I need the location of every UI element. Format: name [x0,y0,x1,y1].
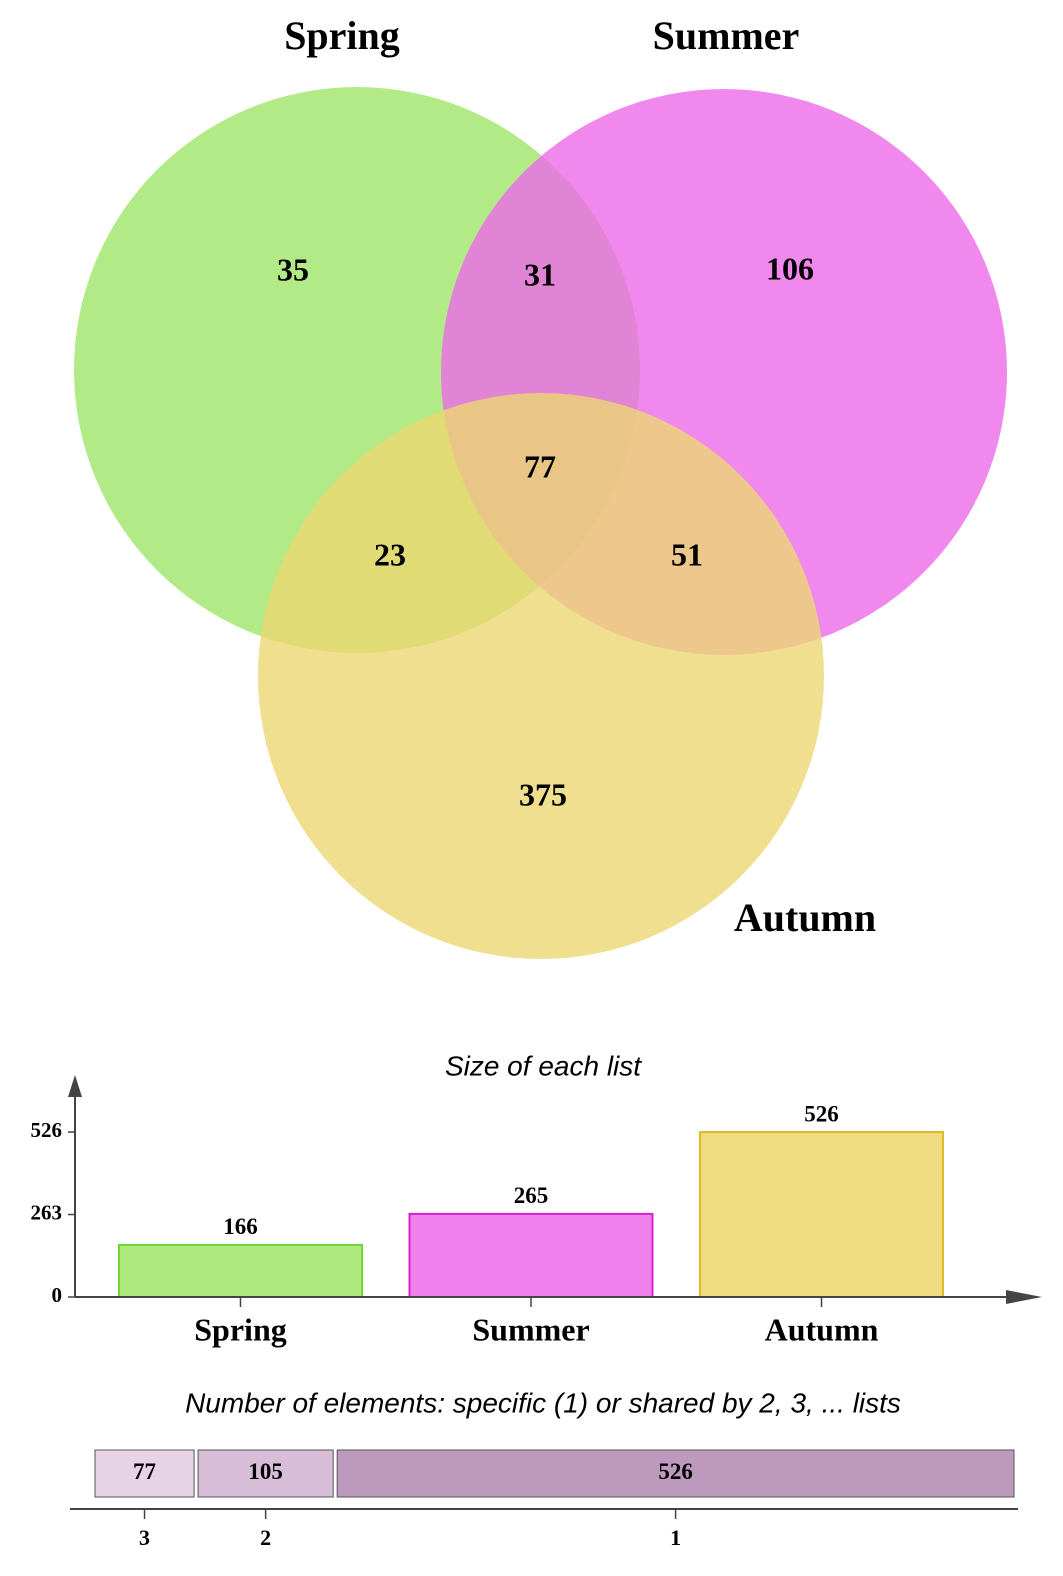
stack-segment [94,1449,195,1498]
region-value: 106 [766,250,814,286]
region-value: 77 [524,448,556,484]
region-value: 51 [671,536,703,572]
y-axis-arrow [68,1075,82,1097]
region-value: 35 [277,251,309,287]
stack-segment [336,1449,1015,1498]
region-value: 31 [524,256,556,292]
bar-value-label: 166 [223,1214,258,1239]
bar [699,1131,944,1298]
bar-value-label: 265 [514,1183,549,1208]
segment-value-label: 526 [658,1459,693,1484]
y-tick-label: 526 [31,1118,63,1142]
set-circle [258,393,824,959]
region-value: 23 [374,536,406,572]
x-axis-arrow [1006,1290,1042,1304]
bar [118,1243,363,1298]
bar-title: Size of each list [445,1050,642,1081]
y-tick-label: 263 [31,1200,63,1224]
x-tick-label: Autumn [765,1311,879,1347]
y-tick-label: 0 [52,1283,63,1307]
x-tick-label: Spring [194,1311,286,1347]
set-label: Summer [653,13,800,58]
bar [408,1212,654,1298]
bar-value-label: 526 [804,1101,839,1126]
stack-segment [197,1449,334,1498]
region-value: 375 [519,776,567,812]
venn [74,87,1007,959]
stack-category-label: 1 [670,1525,681,1550]
set-label: Autumn [734,895,876,940]
set-label: Spring [284,13,400,58]
stack-title: Number of elements: specific (1) or shar… [185,1387,901,1418]
segment-value-label: 105 [248,1459,283,1484]
stack-category-label: 2 [260,1525,271,1550]
stack-category-label: 3 [139,1525,150,1550]
segment-value-label: 77 [133,1459,156,1484]
x-tick-label: Summer [472,1311,589,1347]
